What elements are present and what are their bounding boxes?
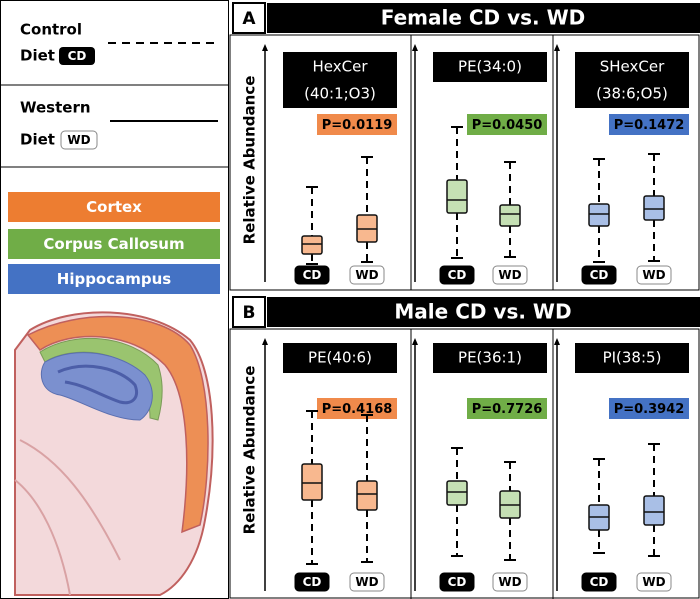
group-badge [492,265,528,285]
group-badge [636,265,672,285]
group-badge [349,572,385,592]
axis-arrow [262,338,268,345]
group-badge [581,572,617,592]
plot-title: SHexCer [600,58,665,76]
label: WD [67,133,90,147]
group-badge [581,265,617,285]
label: CD [590,268,609,282]
y-axis-label: Relative Abundance [241,366,259,535]
label: Corpus Callosum [43,235,184,253]
axis-arrow [412,338,418,345]
group-badge [439,572,475,592]
brain-illustration [14,311,214,596]
panel-header [267,297,700,327]
p-value-box [467,398,547,419]
label: P=0.4168 [322,402,393,417]
axis-arrow [412,44,418,51]
label: Female CD vs. WD [381,6,586,30]
label: WD [355,268,378,282]
label: Hippocampus [57,270,172,288]
box [643,495,665,526]
label: CD [590,575,609,589]
plot-title: PE(36:1) [458,349,522,367]
plot-title: PE(40:6) [308,349,372,367]
axis-arrow [262,44,268,51]
box [643,195,665,221]
panel-frame [229,328,700,599]
plot-title-box [283,52,397,108]
panel-header [267,3,700,33]
label: CD [448,575,467,589]
box [446,480,468,506]
label: WD [498,268,521,282]
plot-title: PI(38:5) [603,349,662,367]
label: Western [20,99,91,117]
region-key [8,264,220,294]
p-value-box [609,114,689,135]
panel-letter-box [232,296,266,328]
p-value-box [317,114,397,135]
group-badge [294,572,330,592]
group-badge [492,572,528,592]
label: P=0.0119 [322,118,393,133]
box [499,204,521,227]
label: Diet [20,47,55,65]
box [356,480,378,511]
region-key [8,192,220,222]
plot-title: (38:6;O5) [596,85,668,103]
plot-title-box [575,52,689,108]
group-badge [294,265,330,285]
label: CD [303,268,322,282]
label: B [243,303,256,323]
label: CD [68,49,87,63]
label: WD [498,575,521,589]
panel-frame [229,34,700,291]
box [301,235,323,255]
plot-title-box [433,52,547,82]
region-key [8,229,220,259]
label: Control [20,21,82,39]
badge [59,47,95,65]
group-badge [636,572,672,592]
box [446,179,468,214]
plot-title-box [283,343,397,373]
label: P=0.0450 [472,118,543,133]
y-axis-label: Relative Abundance [241,76,259,245]
label: WD [642,268,665,282]
badge [60,130,98,150]
label: P=0.1472 [614,118,685,133]
p-value-box [609,398,689,419]
axis-arrow [554,338,560,345]
box [301,463,323,501]
label: WD [355,575,378,589]
panel-letter-box [232,2,266,34]
label: WD [642,575,665,589]
plot-title: (40:1;O3) [304,85,376,103]
label: CD [303,575,322,589]
group-badge [349,265,385,285]
group-badge [439,265,475,285]
p-value-box [467,114,547,135]
box [588,203,610,227]
label: Diet [20,131,55,149]
plot-title-box [575,343,689,373]
label: Cortex [86,198,142,216]
plot-title-box [433,343,547,373]
label: A [242,9,256,29]
label: Male CD vs. WD [394,300,571,324]
plot-title: PE(34:0) [458,58,522,76]
label: P=0.3942 [614,402,685,417]
label: P=0.7726 [472,402,543,417]
plot-title: HexCer [313,58,369,76]
axis-arrow [554,44,560,51]
label: CD [448,268,467,282]
p-value-box [317,398,397,419]
